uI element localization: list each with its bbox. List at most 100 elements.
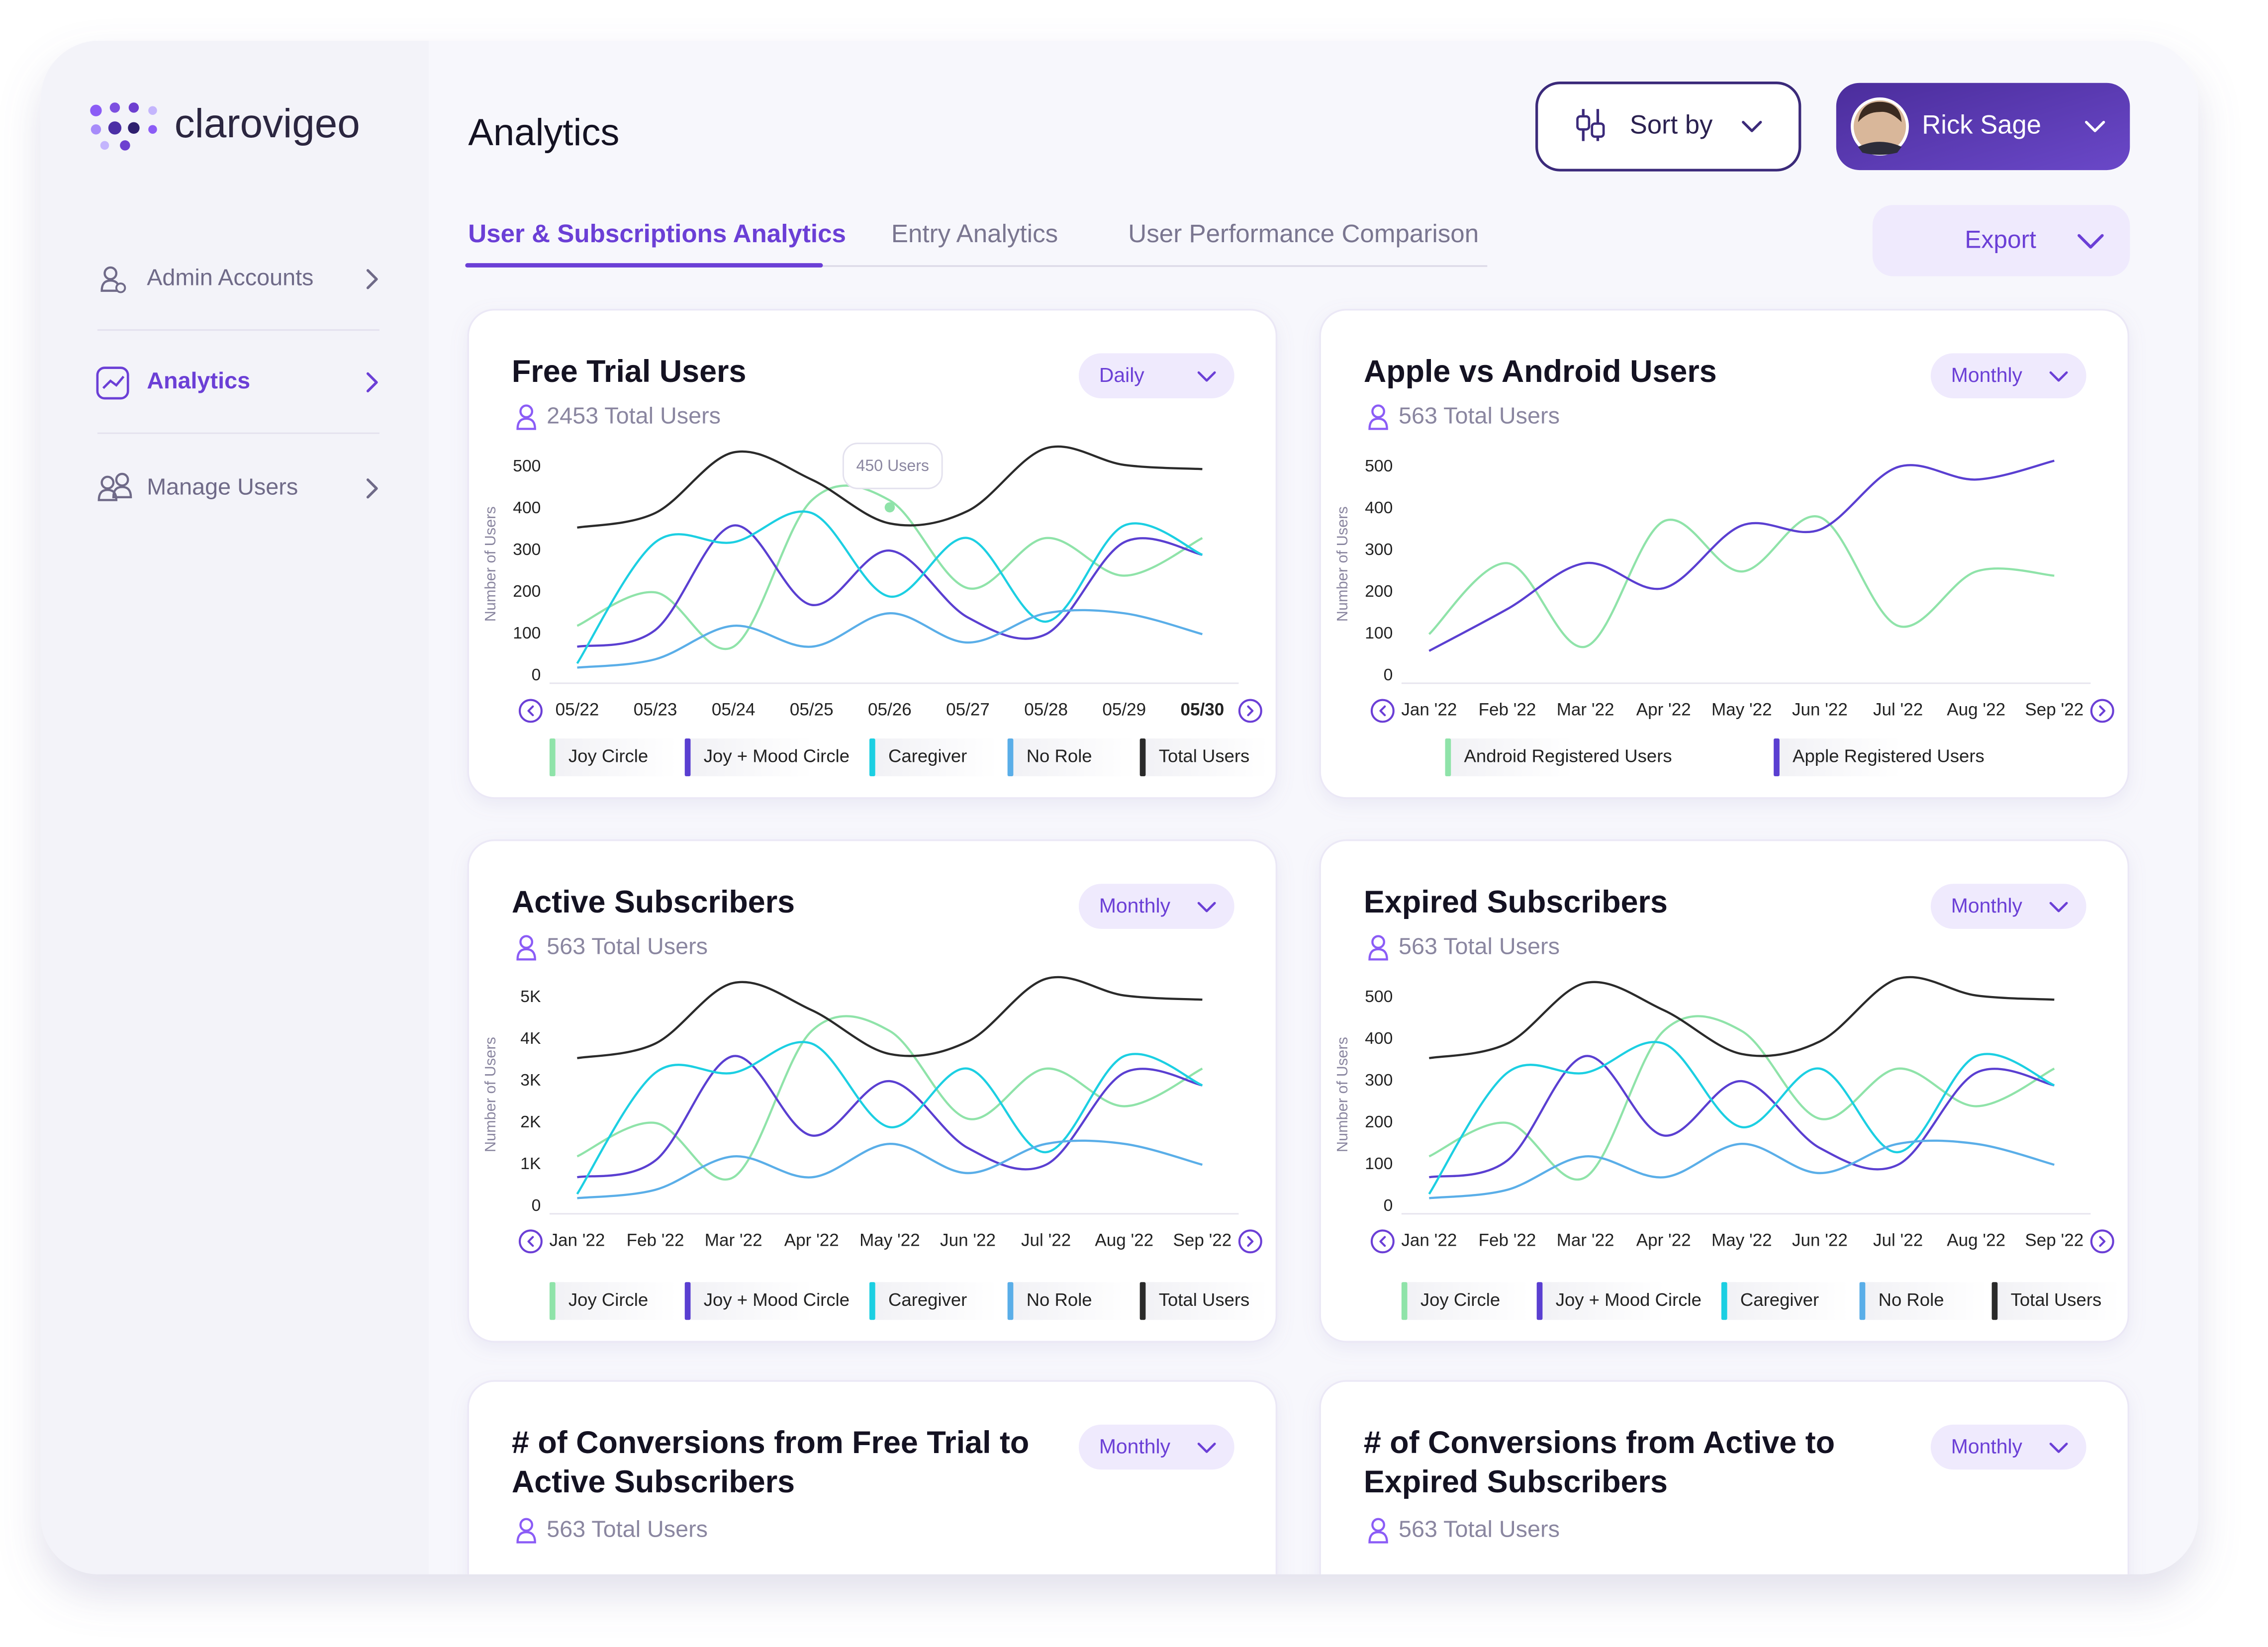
logo-dot xyxy=(120,140,130,151)
pager-button[interactable] xyxy=(1238,699,1262,723)
y-tick-label: 400 xyxy=(1365,499,1393,517)
y-tick-label: 200 xyxy=(1365,1113,1393,1131)
period-label: Monthly xyxy=(1951,894,2023,917)
x-tick-label: Apr '22 xyxy=(1636,1231,1691,1250)
pager-button[interactable] xyxy=(1370,1229,1395,1254)
period-dropdown[interactable] xyxy=(1930,884,2086,929)
user-menu[interactable] xyxy=(1836,83,2130,171)
legend-bg xyxy=(549,1282,678,1320)
series-line xyxy=(577,524,1203,648)
period-dropdown[interactable] xyxy=(1078,884,1234,929)
chevron-icon xyxy=(366,372,378,393)
user-icon xyxy=(1371,1518,1385,1532)
chevron-icon xyxy=(2049,1443,2068,1453)
chevron-icon xyxy=(1742,120,1762,132)
legend-label: Total Users xyxy=(1159,1289,1250,1310)
legend-bg xyxy=(869,738,998,776)
x-tick-label: Sep '22 xyxy=(2025,700,2083,720)
nav-item[interactable]: Manage Users xyxy=(147,474,298,500)
pager-button[interactable] xyxy=(518,1229,543,1254)
series-line xyxy=(1428,459,2055,652)
chevron-icon xyxy=(2049,371,2068,382)
legend-label: Joy Circle xyxy=(568,1289,648,1310)
period-label: Daily xyxy=(1099,364,1144,386)
total-users: 563 Total Users xyxy=(547,1516,708,1542)
tooltip-label: 450 Users xyxy=(856,457,929,474)
series-line xyxy=(1428,1041,2055,1195)
legend-bg xyxy=(1536,1282,1665,1320)
legend-bg xyxy=(684,738,813,776)
y-tick-label: 400 xyxy=(1365,1029,1393,1048)
card-title: Expired Subscribers xyxy=(1364,885,1668,919)
pager-button[interactable] xyxy=(1238,1229,1262,1254)
chevron-icon xyxy=(1379,705,1386,717)
x-tick-label: 05/29 xyxy=(1102,700,1146,720)
pager-button[interactable] xyxy=(518,699,543,723)
chevron-icon xyxy=(2084,120,2105,132)
legend-swatch xyxy=(1139,738,1146,776)
legend-label: Caregiver xyxy=(888,1289,967,1310)
user-icon xyxy=(1371,404,1385,419)
period-dropdown[interactable] xyxy=(1930,353,2086,398)
series-line xyxy=(576,1015,1203,1181)
sort-button[interactable] xyxy=(1535,82,1801,172)
legend-label: Caregiver xyxy=(888,746,967,766)
nav-item[interactable]: Analytics xyxy=(147,367,250,393)
legend-label: No Role xyxy=(1879,1289,1944,1310)
series-line xyxy=(577,1139,1203,1199)
chevron-icon xyxy=(2049,902,2068,913)
x-tick-label: 05/24 xyxy=(712,700,756,720)
x-tick-label: Aug '22 xyxy=(1947,700,2005,720)
y-tick-label: 0 xyxy=(1384,666,1393,684)
series-line xyxy=(576,510,1203,664)
y-axis-label: Number of Users xyxy=(1333,506,1351,622)
brand-logo: clarovigeo xyxy=(175,101,360,146)
y-tick-label: 500 xyxy=(1365,988,1393,1006)
tab[interactable]: User Performance Comparison xyxy=(1128,219,1479,248)
period-dropdown[interactable] xyxy=(1078,353,1234,398)
legend-swatch xyxy=(684,738,691,776)
period-dropdown[interactable] xyxy=(1930,1424,2086,1470)
total-users: 2453 Total Users xyxy=(547,402,721,428)
tab[interactable]: User & Subscriptions Analytics xyxy=(468,219,846,248)
y-tick-label: 200 xyxy=(513,582,541,601)
legend-bg xyxy=(549,738,678,776)
chevron-icon xyxy=(2078,234,2104,249)
legend-swatch xyxy=(1139,1282,1146,1320)
user-name: Rick Sage xyxy=(1922,110,2041,139)
y-tick-label: 5K xyxy=(520,988,541,1006)
x-tick-label: 05/26 xyxy=(868,700,912,720)
legend-label: Caregiver xyxy=(1740,1289,1819,1310)
y-tick-label: 100 xyxy=(1365,624,1393,642)
chevron-icon xyxy=(527,1236,534,1247)
x-tick-label: Jan '22 xyxy=(1401,700,1457,720)
y-tick-label: 3K xyxy=(520,1071,541,1090)
user-icon xyxy=(516,417,536,430)
x-tick-label: Apr '22 xyxy=(1636,700,1691,720)
chevron-icon xyxy=(2099,1236,2106,1247)
legend-swatch xyxy=(1445,738,1451,776)
export-button[interactable] xyxy=(1872,205,2130,276)
avatar-hair xyxy=(1858,101,1902,122)
x-tick-label: Jun '22 xyxy=(1792,700,1848,720)
chevron-icon xyxy=(1379,1236,1386,1247)
user-icon xyxy=(103,266,118,280)
y-axis-label: Number of Users xyxy=(1333,1037,1351,1152)
user-icon xyxy=(112,486,132,498)
series-line xyxy=(577,976,1203,1060)
period-dropdown[interactable] xyxy=(1078,1424,1234,1470)
total-users: 563 Total Users xyxy=(1399,1516,1560,1542)
legend-label: Joy Circle xyxy=(568,746,648,766)
card-title: # of Conversions from Free Trial to xyxy=(512,1425,1029,1460)
pager-button[interactable] xyxy=(2090,699,2114,723)
chevron-icon xyxy=(1247,705,1254,717)
nav-item[interactable]: Admin Accounts xyxy=(147,265,313,290)
series-line xyxy=(1428,1015,2055,1181)
tab[interactable]: Entry Analytics xyxy=(891,219,1058,248)
pager-button[interactable] xyxy=(1370,699,1395,723)
legend-label: No Role xyxy=(1027,1289,1092,1310)
legend-bg xyxy=(1007,1282,1135,1320)
legend-label: Apple Registered Users xyxy=(1793,746,1984,766)
logo-dot xyxy=(100,141,109,150)
pager-button[interactable] xyxy=(2090,1229,2114,1254)
